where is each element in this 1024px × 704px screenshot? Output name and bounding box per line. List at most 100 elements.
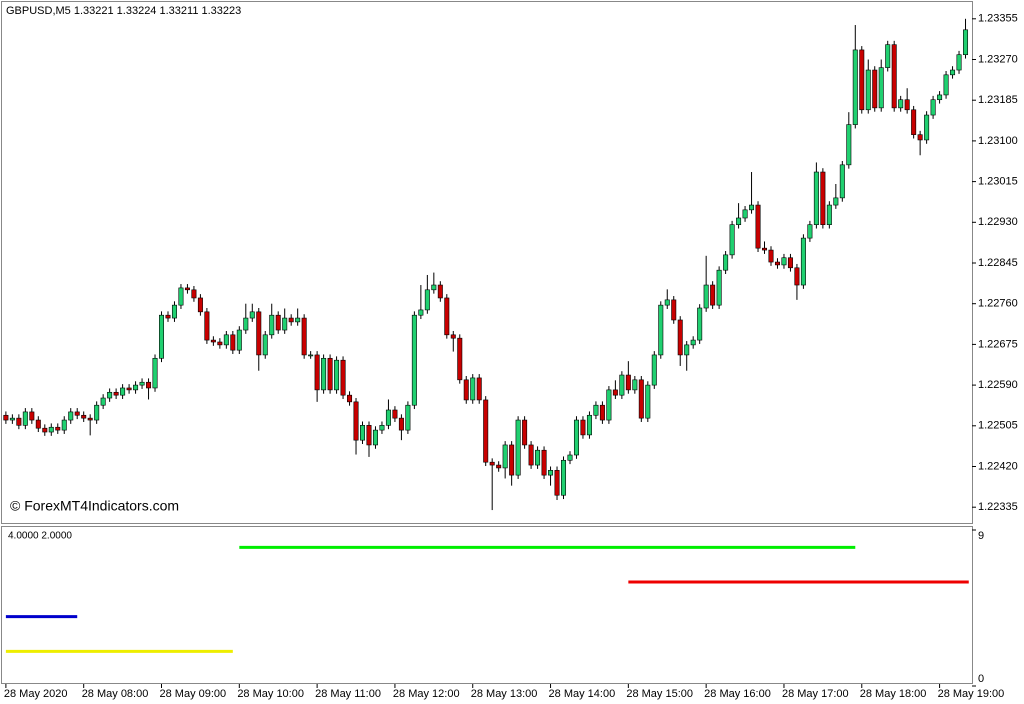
candle-body xyxy=(755,204,761,249)
candle-body xyxy=(489,461,495,466)
candle-body xyxy=(496,464,502,469)
candle-body xyxy=(74,411,80,416)
candle-body xyxy=(3,414,9,421)
candle-body xyxy=(100,397,106,406)
candle-body xyxy=(651,354,657,386)
x-tick-label: 28 May 17:00 xyxy=(782,688,849,700)
candle-body xyxy=(204,311,210,341)
candle-body xyxy=(126,387,132,391)
candle-body xyxy=(528,444,534,466)
x-tick-label: 28 May 10:00 xyxy=(237,688,304,700)
candle-body xyxy=(664,299,670,306)
candle-body xyxy=(450,334,456,339)
candle-body xyxy=(632,379,638,391)
candle-body xyxy=(223,334,229,346)
candle-body xyxy=(340,359,346,396)
candle-body xyxy=(347,394,353,403)
candle-body xyxy=(917,134,923,141)
candle-body xyxy=(846,124,852,166)
candle-body xyxy=(567,454,573,461)
x-tick-label: 28 May 16:00 xyxy=(704,688,771,700)
candle-body xyxy=(573,419,579,456)
candle-body xyxy=(68,411,74,421)
candle-body xyxy=(42,427,48,433)
candle-body xyxy=(502,444,508,469)
y-tick-label: 1.23100 xyxy=(978,135,1018,147)
candle-body xyxy=(178,287,184,306)
candle-body xyxy=(29,411,35,421)
candle-body xyxy=(133,384,139,391)
candle-body xyxy=(146,381,152,389)
candle-body xyxy=(444,297,450,336)
candle-body xyxy=(677,319,683,356)
candle-body xyxy=(891,44,897,109)
candle-body xyxy=(171,304,177,319)
candle-body xyxy=(937,94,943,101)
y-tick-label: 1.23355 xyxy=(978,13,1018,25)
candle-body xyxy=(541,449,547,476)
candle-body xyxy=(360,425,366,441)
candle-body xyxy=(697,307,703,341)
candle-body xyxy=(113,391,119,396)
candle-body xyxy=(716,269,722,306)
candle-body xyxy=(762,247,768,251)
candle-body xyxy=(16,417,22,426)
candle-body xyxy=(509,444,515,476)
candle-body xyxy=(184,287,190,291)
candle-body xyxy=(379,425,385,431)
candle-body xyxy=(457,337,463,381)
candle-body xyxy=(885,44,891,68)
candle-body xyxy=(593,404,599,416)
candle-body xyxy=(470,377,476,401)
candle-body xyxy=(152,357,158,389)
candle-body xyxy=(48,426,54,433)
candle-body xyxy=(22,411,28,426)
candle-body xyxy=(548,470,554,476)
candle-body xyxy=(424,289,430,311)
candle-body xyxy=(35,419,41,429)
candle-body xyxy=(165,314,171,319)
candle-body xyxy=(690,339,696,346)
candle-body xyxy=(710,284,716,306)
candle-body xyxy=(411,314,417,406)
candle-body xyxy=(619,374,625,396)
candle-body xyxy=(210,339,216,343)
candle-body xyxy=(288,317,294,323)
x-tick-label: 28 May 15:00 xyxy=(626,688,693,700)
candle-body xyxy=(55,426,61,431)
candle-body xyxy=(353,401,359,441)
y-tick-label: 1.23270 xyxy=(978,53,1018,65)
candle-body xyxy=(217,341,223,346)
candle-body xyxy=(405,404,411,431)
candle-body xyxy=(230,334,236,351)
candle-body xyxy=(645,384,651,419)
candle-body xyxy=(81,414,87,419)
candle-body xyxy=(878,67,884,109)
candle-body xyxy=(120,387,126,396)
candle-body xyxy=(249,311,255,319)
x-tick-label: 28 May 12:00 xyxy=(393,688,460,700)
candle-body xyxy=(911,109,917,135)
x-tick-label: 28 May 19:00 xyxy=(938,688,1005,700)
y-tick-label: 1.22505 xyxy=(978,420,1018,432)
candle-body xyxy=(781,257,787,266)
candle-body xyxy=(729,224,735,256)
x-tick-label: 28 May 11:00 xyxy=(315,688,381,700)
candle-body xyxy=(684,344,690,356)
candle-body xyxy=(561,459,567,496)
candle-body xyxy=(599,404,605,421)
candle-body xyxy=(191,289,197,299)
candle-body xyxy=(256,311,262,356)
candle-body xyxy=(372,429,378,446)
y-tick-label: 1.22335 xyxy=(978,501,1018,513)
candle-body xyxy=(963,29,969,56)
candle-body xyxy=(282,317,288,331)
y-tick-label: 1.22420 xyxy=(978,460,1018,472)
candle-body xyxy=(859,49,865,111)
candle-body xyxy=(787,257,793,269)
y-tick-label: 0 xyxy=(978,673,984,685)
candle-body xyxy=(295,317,301,323)
candle-body xyxy=(515,419,521,476)
candle-body xyxy=(159,314,165,359)
